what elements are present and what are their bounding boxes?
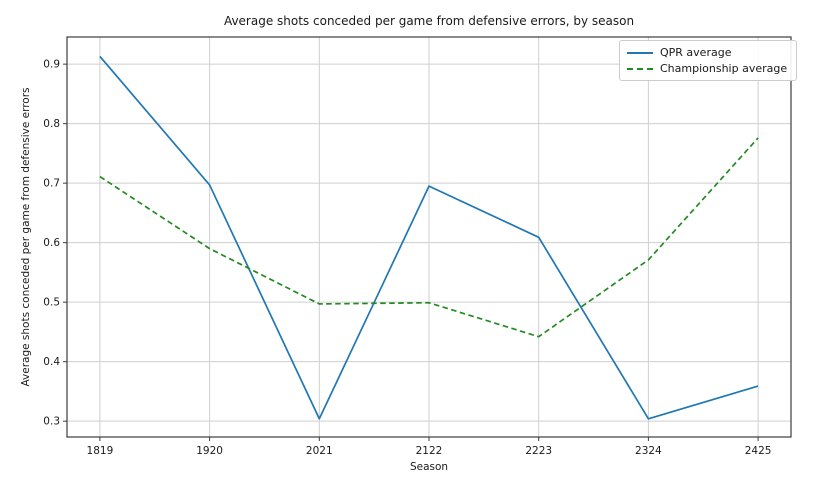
y-axis-label: Average shots conceded per game from def… (20, 87, 32, 387)
y-tick-label: 0.5 (43, 297, 60, 309)
chart-title: Average shots conceded per game from def… (223, 14, 635, 28)
x-tick-label: 2122 (416, 445, 443, 457)
x-tick-label: 1920 (196, 445, 223, 457)
x-tick-label: 2021 (306, 445, 333, 457)
x-tick-label: 1819 (87, 445, 114, 457)
x-tick-label: 2223 (525, 445, 552, 457)
x-axis-label: Season (409, 461, 449, 473)
series-line-qpr-average (99, 55, 759, 420)
series-line-championship-average (99, 137, 759, 338)
y-tick-label: 0.6 (43, 237, 60, 249)
legend-item-championship: Championship average (627, 62, 787, 75)
legend-label-qpr: QPR average (660, 46, 732, 59)
y-tick-label: 0.8 (43, 118, 60, 130)
y-tick-label: 0.9 (43, 59, 60, 71)
legend-item-qpr: QPR average (627, 46, 787, 59)
legend: QPR average Championship average (619, 40, 798, 81)
y-tick-label: 0.7 (43, 178, 60, 190)
y-tick-label: 0.4 (43, 356, 60, 368)
legend-line-championship-icon (627, 67, 653, 70)
y-tick-label: 0.3 (43, 416, 60, 428)
x-tick-label: 2324 (635, 445, 662, 457)
x-tick-label: 2425 (745, 445, 772, 457)
legend-line-qpr-icon (627, 51, 653, 54)
legend-label-championship: Championship average (660, 62, 788, 75)
